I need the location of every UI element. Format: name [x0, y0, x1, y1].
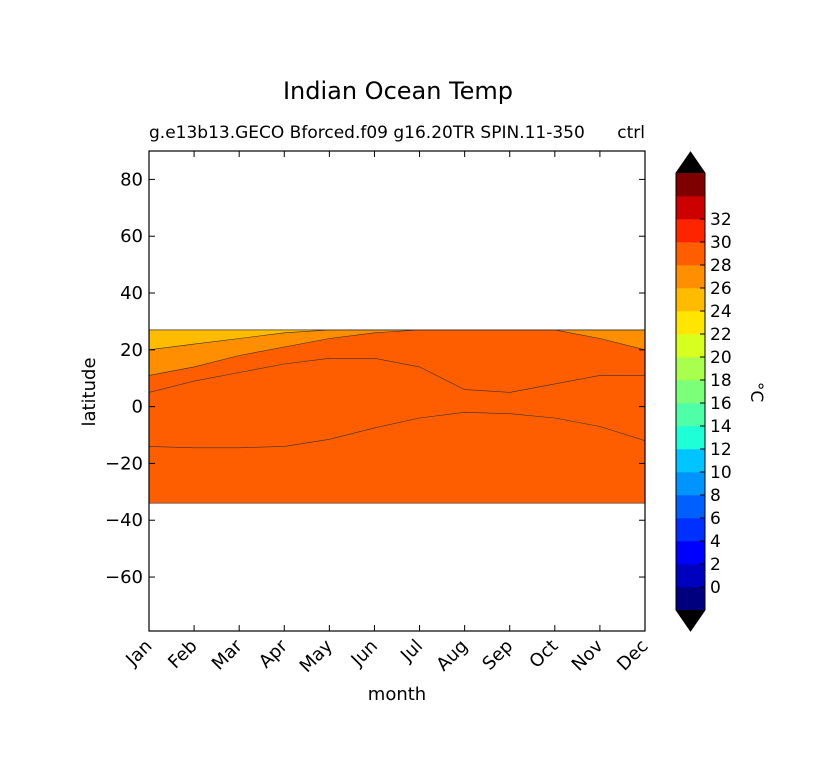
colorbar-tick-label: 30 — [710, 233, 732, 253]
x-tick-label: Oct — [525, 636, 562, 673]
x-tick-label: Aug — [432, 636, 472, 676]
y-tick-label: 0 — [132, 397, 143, 418]
colorbar-segment — [676, 265, 705, 289]
y-tick-label: 60 — [120, 226, 143, 247]
colorbar-extend-under — [676, 610, 705, 631]
colorbar-segment — [676, 541, 705, 565]
colorbar-segment — [676, 380, 705, 404]
x-tick-label: Jun — [347, 636, 382, 671]
colorbar-tick-label: 16 — [710, 394, 732, 414]
colorbar-tick-label: 26 — [710, 279, 732, 299]
y-axis-label: latitude — [79, 357, 100, 426]
colorbar-segment — [676, 288, 705, 312]
colorbar-segment — [676, 219, 705, 243]
colorbar-segment — [676, 495, 705, 519]
chart-subtitle-right: ctrl — [617, 123, 645, 143]
colorbar-tick-label: 2 — [710, 555, 721, 575]
x-tick-label: May — [296, 635, 337, 676]
x-tick-label: Jan — [121, 636, 156, 671]
colorbar-tick-label: 12 — [710, 440, 732, 460]
colorbar-segment — [676, 357, 705, 381]
colorbar-segment — [676, 242, 705, 266]
y-tick-label: 20 — [120, 340, 143, 361]
colorbar-tick-label: 4 — [710, 532, 721, 552]
colorbar-tick-label: 8 — [710, 486, 721, 506]
y-tick-label: −20 — [105, 453, 143, 474]
colorbar-segment — [676, 173, 705, 197]
colorbar-segment — [676, 426, 705, 450]
colorbar-segment — [676, 311, 705, 335]
x-tick-label: Sep — [478, 636, 517, 675]
y-tick-labels: 80 60 40 20 0 −20 −40 −60 — [105, 169, 143, 588]
x-tick-labels: Jan Feb Mar Apr May Jun Jul Aug Sep Oct Nov Dec — [121, 635, 652, 677]
contour-band-28 — [149, 411, 645, 504]
chart-title: Indian Ocean Temp — [283, 77, 513, 105]
x-tick-label: Jul — [396, 636, 427, 667]
colorbar-tick-label: 22 — [710, 325, 732, 345]
y-tick-label: −40 — [105, 510, 143, 531]
plot-area — [148, 150, 646, 632]
colorbar-label: °C — [746, 382, 766, 402]
colorbar-segment — [676, 518, 705, 542]
y-tick-label: 40 — [120, 283, 143, 304]
colorbar-segment — [676, 587, 705, 611]
colorbar-tick-label: 18 — [710, 371, 732, 391]
x-axis-label: month — [368, 684, 426, 705]
x-tick-label: Mar — [208, 635, 247, 674]
colorbar-segment — [676, 334, 705, 358]
x-tick-label: Apr — [255, 635, 292, 672]
colorbar-tick-label: 6 — [710, 509, 721, 529]
colorbar-frame — [675, 151, 706, 632]
colorbar-tick-label: 0 — [710, 578, 721, 598]
contour-fills — [149, 329, 645, 504]
colorbar-tick-label: 20 — [710, 348, 732, 368]
colorbar-segment — [676, 449, 705, 473]
y-tick-label: 80 — [120, 169, 143, 190]
x-tick-label: Nov — [568, 635, 608, 675]
x-tick-label: Feb — [164, 636, 201, 673]
colorbar-tick-label: 10 — [710, 463, 732, 483]
contour-band-north-24 — [149, 329, 645, 351]
x-tick-label: Dec — [613, 636, 652, 675]
colorbar-tick-label: 28 — [710, 256, 732, 276]
colorbar-segment — [676, 472, 705, 496]
colorbar-tick-label: 32 — [710, 210, 732, 230]
colorbar-extend-over — [676, 152, 705, 173]
colorbar-segment — [676, 196, 705, 220]
plot-frame — [148, 150, 646, 632]
y-tick-label: −60 — [105, 567, 143, 588]
colorbar-tick-label: 24 — [710, 302, 732, 322]
colorbar-segment — [676, 403, 705, 427]
colorbar-tick-label: 14 — [710, 417, 732, 437]
chart-subtitle-left: g.e13b13.GECO Bforced.f09 g16.20TR SPIN.… — [149, 123, 585, 143]
colorbar-segment — [676, 564, 705, 588]
